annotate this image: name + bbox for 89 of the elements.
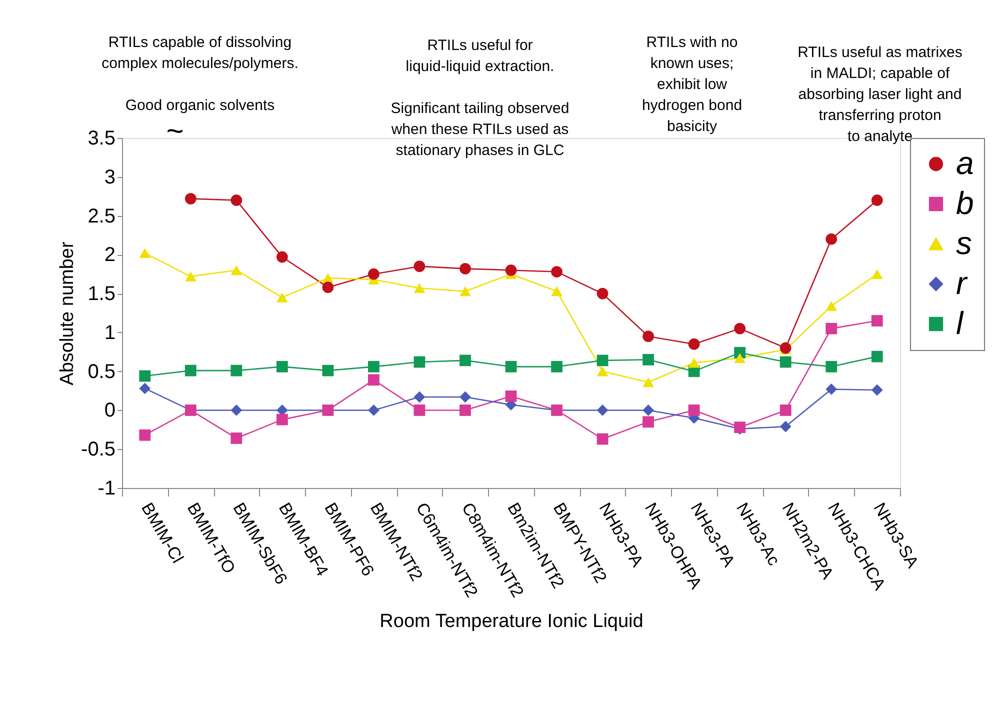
annotation: ~ <box>166 115 184 148</box>
point <box>276 360 288 372</box>
y-tick-label: 1.5 <box>88 283 116 306</box>
y-tick-label: -0.5 <box>81 438 116 461</box>
point <box>780 420 792 432</box>
point <box>871 315 883 326</box>
point <box>230 404 242 416</box>
point <box>368 404 380 416</box>
point <box>596 366 608 376</box>
point <box>688 338 700 350</box>
y-tick-label: -1 <box>98 478 116 500</box>
point <box>276 251 288 263</box>
point <box>414 356 426 368</box>
point <box>826 360 838 372</box>
point <box>780 404 792 416</box>
point <box>871 194 883 206</box>
point <box>642 416 654 428</box>
point <box>596 288 608 300</box>
point <box>139 429 151 441</box>
text: RTILs useful for liquid-liquid extraction. Significant tailing observed when these RTILs used as stationary phases in GLC <box>390 37 570 159</box>
point <box>551 286 562 296</box>
point <box>734 322 746 334</box>
point <box>230 432 242 444</box>
point <box>184 364 196 376</box>
legend-label: r <box>956 265 968 301</box>
y-axis-title: Absolute number <box>57 241 78 386</box>
point <box>688 358 700 368</box>
y-tick-label: 0 <box>104 400 116 422</box>
point <box>368 268 380 280</box>
point <box>414 404 426 416</box>
point <box>826 322 838 334</box>
point <box>642 330 654 342</box>
point <box>139 370 151 382</box>
point <box>230 364 242 376</box>
point <box>826 384 838 395</box>
point <box>871 269 883 280</box>
point <box>688 404 700 416</box>
point <box>460 262 471 274</box>
point <box>505 360 517 372</box>
point <box>322 282 334 294</box>
y-tick-label: 3 <box>104 166 116 188</box>
point <box>826 233 838 245</box>
point <box>230 194 242 206</box>
point <box>460 286 471 296</box>
point <box>460 391 471 403</box>
y-tick-label: 0.5 <box>88 360 116 383</box>
point <box>184 192 196 204</box>
point <box>551 360 562 372</box>
y-tick-label: 1 <box>104 322 116 344</box>
point <box>596 433 608 445</box>
legend-label: s <box>956 225 972 261</box>
point <box>139 382 151 394</box>
y-tick-label: 2 <box>104 244 116 266</box>
point <box>139 248 151 258</box>
annotation: RTILs useful as matrixes in MALDI; capable of absorbing laser light and transferring proton to analyte <box>798 44 962 145</box>
point <box>368 374 380 386</box>
point <box>780 342 792 354</box>
point <box>596 404 608 416</box>
legend-label: b <box>956 185 974 221</box>
point <box>826 301 838 311</box>
point <box>276 292 288 302</box>
point <box>642 377 654 388</box>
point <box>368 360 380 372</box>
text: RTILs capable of dissolving complex molecules/polymers. Good organic solvents <box>102 34 298 114</box>
point <box>414 391 426 403</box>
point <box>322 364 334 376</box>
text: RTILs with no known uses; exhibit low hydrogen bond basicity <box>642 34 742 135</box>
point <box>414 283 426 294</box>
point <box>780 356 792 368</box>
point <box>505 390 517 402</box>
point <box>505 264 517 276</box>
point <box>460 404 471 416</box>
point <box>276 414 288 426</box>
point <box>871 350 883 362</box>
point <box>414 260 426 272</box>
y-tick-label: 2.5 <box>88 205 116 228</box>
point <box>642 354 654 366</box>
point <box>184 272 196 282</box>
point <box>230 265 242 276</box>
point <box>460 354 471 366</box>
point <box>551 266 562 278</box>
point <box>642 404 654 416</box>
point <box>734 353 746 364</box>
legend-label: a <box>956 145 974 181</box>
legend-label: l <box>956 305 964 341</box>
point <box>871 384 883 396</box>
point <box>596 354 608 366</box>
x-axis-title: Room Temperature Ionic Liquid <box>380 611 644 632</box>
y-tick-label: 3.5 <box>88 128 116 150</box>
